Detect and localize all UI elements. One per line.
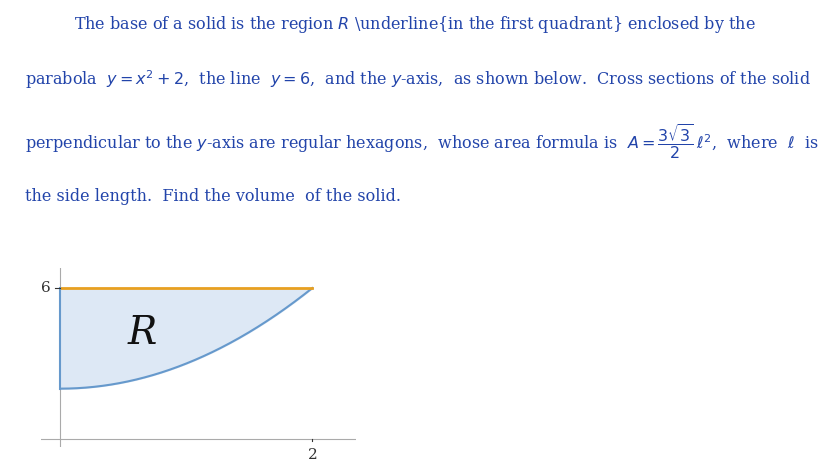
Text: the side length.  Find the volume  of the solid.: the side length. Find the volume of the … [25,188,401,205]
Text: 2: 2 [307,448,317,462]
Text: The base of a solid is the region $R$ \underline{in the first quadrant} enclosed: The base of a solid is the region $R$ \u… [74,14,754,35]
Text: 6: 6 [41,281,51,295]
Text: parabola  $y=x^2+2$,  the line  $y=6$,  and the $y$-axis,  as shown below.  Cros: parabola $y=x^2+2$, the line $y=6$, and … [25,68,810,91]
Text: perpendicular to the $y$-axis are regular hexagons,  whose area formula is  $A=\: perpendicular to the $y$-axis are regula… [25,122,817,161]
Text: R: R [128,315,156,352]
